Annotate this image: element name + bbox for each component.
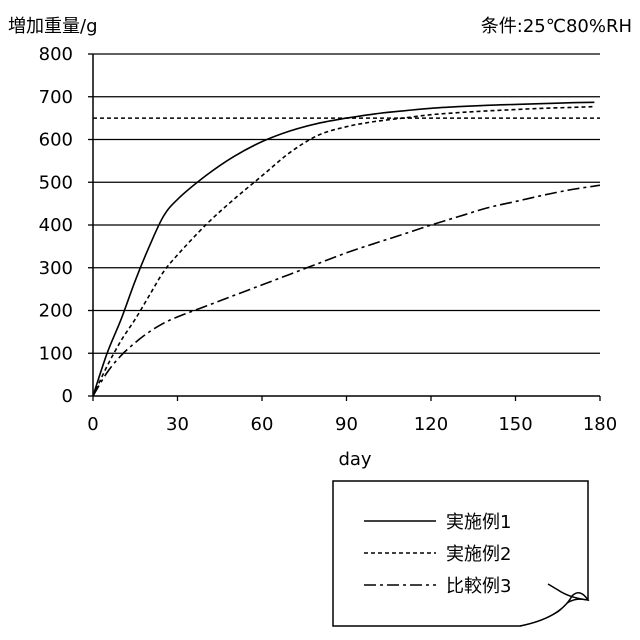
x-tick-label: 60 [251,414,274,435]
tick-labels: 0 100 200 300 400 500 600 700 800 0 30 60 90 120 150 18… [39,44,618,435]
legend: 実施例1 実施例2 比較例3 [333,481,588,626]
x-tick-label: 90 [335,414,358,435]
gridlines [93,54,600,353]
x-tick-label: 120 [414,414,448,435]
y-tick-label: 0 [62,386,73,407]
y-tick-label: 800 [39,44,73,65]
x-axis-label: day [338,449,371,470]
y-axis-label: 増加重量/g [8,16,98,37]
x-tick-label: 180 [583,414,617,435]
y-tick-label: 700 [39,87,73,108]
series-line-3 [93,185,600,396]
y-tick-label: 300 [39,258,73,279]
x-tick-label: 0 [87,414,98,435]
y-tick-label: 500 [39,172,73,193]
y-tick-label: 400 [39,215,73,236]
y-tick-label: 200 [39,301,73,322]
series-line-2 [93,107,594,396]
legend-label-2: 実施例2 [446,544,511,565]
series-group [93,102,600,396]
axes [88,54,600,401]
y-tick-label: 100 [39,343,73,364]
y-tick-label: 600 [39,130,73,151]
x-tick-label: 30 [166,414,189,435]
condition-label: 条件:25℃80%RH [481,16,632,37]
x-tick-label: 150 [498,414,532,435]
legend-label-1: 実施例1 [446,512,511,533]
series-line-1 [93,102,594,396]
legend-label-3: 比較例3 [446,576,511,597]
